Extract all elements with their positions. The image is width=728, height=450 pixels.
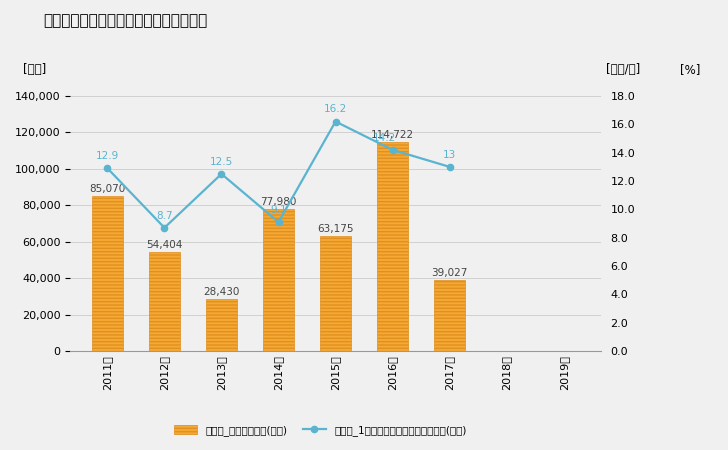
Text: 85,070: 85,070 [90,184,125,194]
Text: [万円/㎡]: [万円/㎡] [606,63,640,76]
Text: 8.7: 8.7 [156,211,173,220]
Text: [万円]: [万円] [23,63,46,76]
Bar [320,236,351,351]
非木造_1平米当たり平均工事費予定額(右軸) [388,147,397,153]
非木造_1平米当たり平均工事費予定額(右軸) [217,171,226,177]
Bar [377,142,408,351]
Text: 非木造建築物の工事費予定額合計の推移: 非木造建築物の工事費予定額合計の推移 [44,14,208,28]
Bar [206,299,237,351]
Bar [149,252,180,351]
非木造_1平米当たり平均工事費予定額(右軸) [160,225,169,230]
Text: 63,175: 63,175 [317,224,354,234]
非木造_1平米当たり平均工事費予定額(右軸) [331,119,340,124]
非木造_1平米当たり平均工事費予定額(右軸) [446,164,454,170]
Text: 114,722: 114,722 [371,130,414,140]
Text: 28,430: 28,430 [203,287,240,297]
Text: 13: 13 [443,150,456,160]
非木造_1平米当たり平均工事費予定額(右軸) [103,166,112,171]
Text: [%]: [%] [680,63,700,76]
Text: 12.9: 12.9 [96,151,119,161]
Text: 54,404: 54,404 [146,240,183,250]
Legend: 非木造_工事費予定額(左軸), 非木造_1平米当たり平均工事費予定額(右軸): 非木造_工事費予定額(左軸), 非木造_1平米当たり平均工事費予定額(右軸) [170,421,471,440]
Text: 16.2: 16.2 [324,104,347,114]
Text: 14.2: 14.2 [373,133,395,143]
Line: 非木造_1平米当たり平均工事費予定額(右軸): 非木造_1平米当たり平均工事費予定額(右軸) [104,118,453,231]
Text: 9.1: 9.1 [270,205,287,215]
Bar [434,280,465,351]
Text: 39,027: 39,027 [432,268,468,278]
非木造_1平米当たり平均工事費予定額(右軸) [274,220,283,225]
Bar [263,209,294,351]
Text: 12.5: 12.5 [210,157,233,167]
Bar [92,196,123,351]
Text: 77,980: 77,980 [261,197,297,207]
